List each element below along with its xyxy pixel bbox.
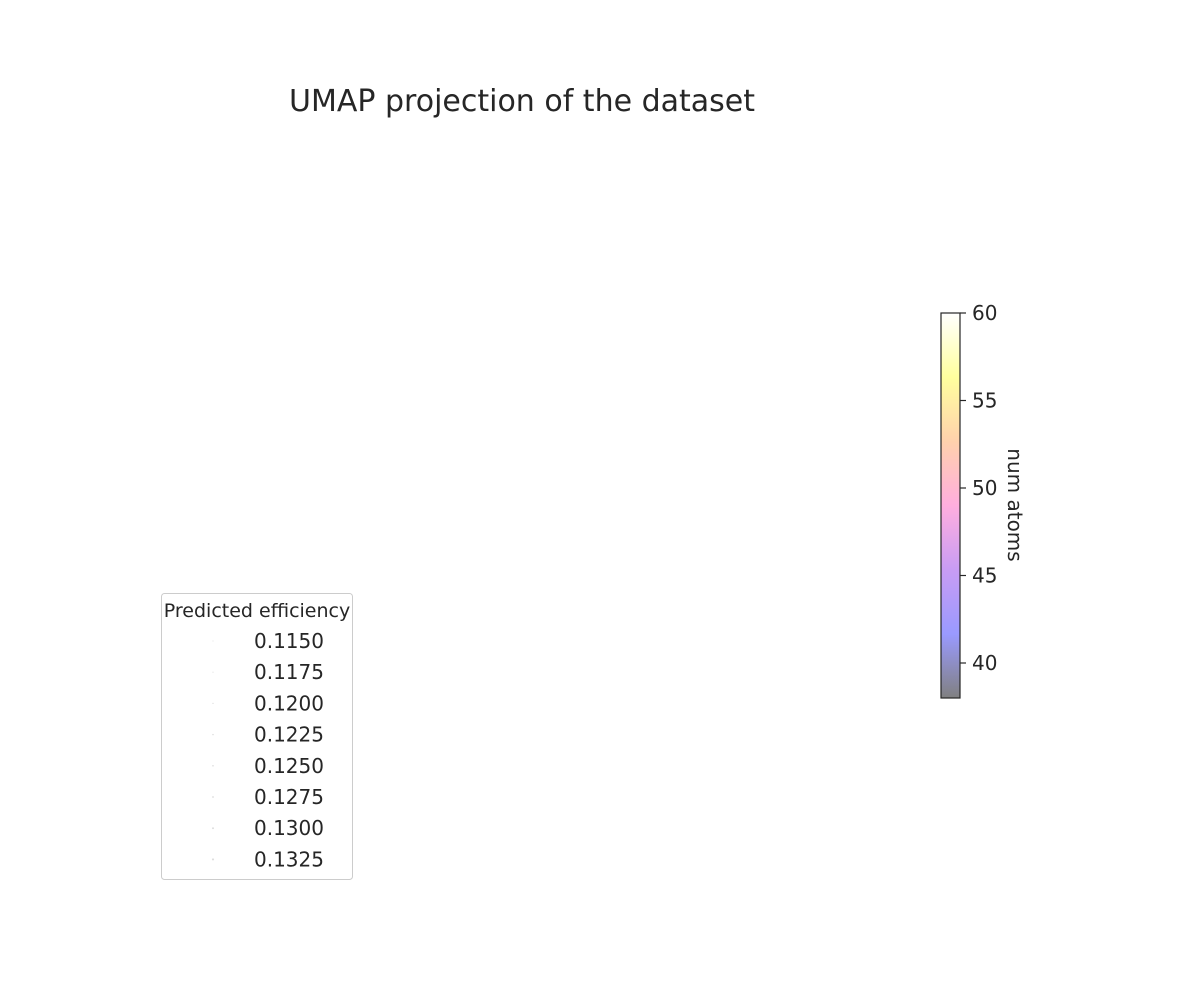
legend-label: 0.1275 xyxy=(254,785,324,809)
legend-label: 0.1200 xyxy=(254,691,324,715)
legend-label: 0.1225 xyxy=(254,723,324,747)
legend-marker xyxy=(212,640,214,642)
legend-label: 0.1150 xyxy=(254,629,324,653)
legend-label: 0.1325 xyxy=(254,847,324,871)
colorbar-tick-label: 55 xyxy=(972,389,997,413)
legend-marker xyxy=(211,858,215,861)
legend-entries: 0.1150 0.1175 0.1200 0.1225 0.1250 0.1275 0.13… xyxy=(211,629,324,871)
chart-title: UMAP projection of the dataset xyxy=(289,84,755,119)
legend-marker xyxy=(212,764,214,767)
colorbar-ticks: 40 45 50 55 60 xyxy=(960,301,997,675)
legend-marker xyxy=(212,702,214,705)
colorbar-tick-label: 45 xyxy=(972,564,997,588)
colorbar: 40 45 50 55 60 num atoms xyxy=(940,301,1027,699)
legend-label: 0.1175 xyxy=(254,660,324,684)
legend-label: 0.1250 xyxy=(254,754,324,778)
colorbar-tick-label: 40 xyxy=(972,651,997,675)
colorbar-tick-label: 60 xyxy=(972,301,997,325)
legend-marker xyxy=(212,733,214,736)
legend-frame xyxy=(161,593,353,880)
colorbar-fill xyxy=(940,312,961,699)
legend-title: Predicted efficiency xyxy=(164,600,350,622)
size-legend: Predicted efficiency 0.11500.11750.12000… xyxy=(161,593,353,880)
colorbar-label: num atoms xyxy=(1003,448,1027,561)
legend-marker xyxy=(212,671,214,673)
legend-label: 0.1300 xyxy=(254,816,324,840)
legend-marker xyxy=(212,827,214,830)
legend-marker xyxy=(212,796,214,798)
colorbar-tick-label: 50 xyxy=(972,476,997,500)
